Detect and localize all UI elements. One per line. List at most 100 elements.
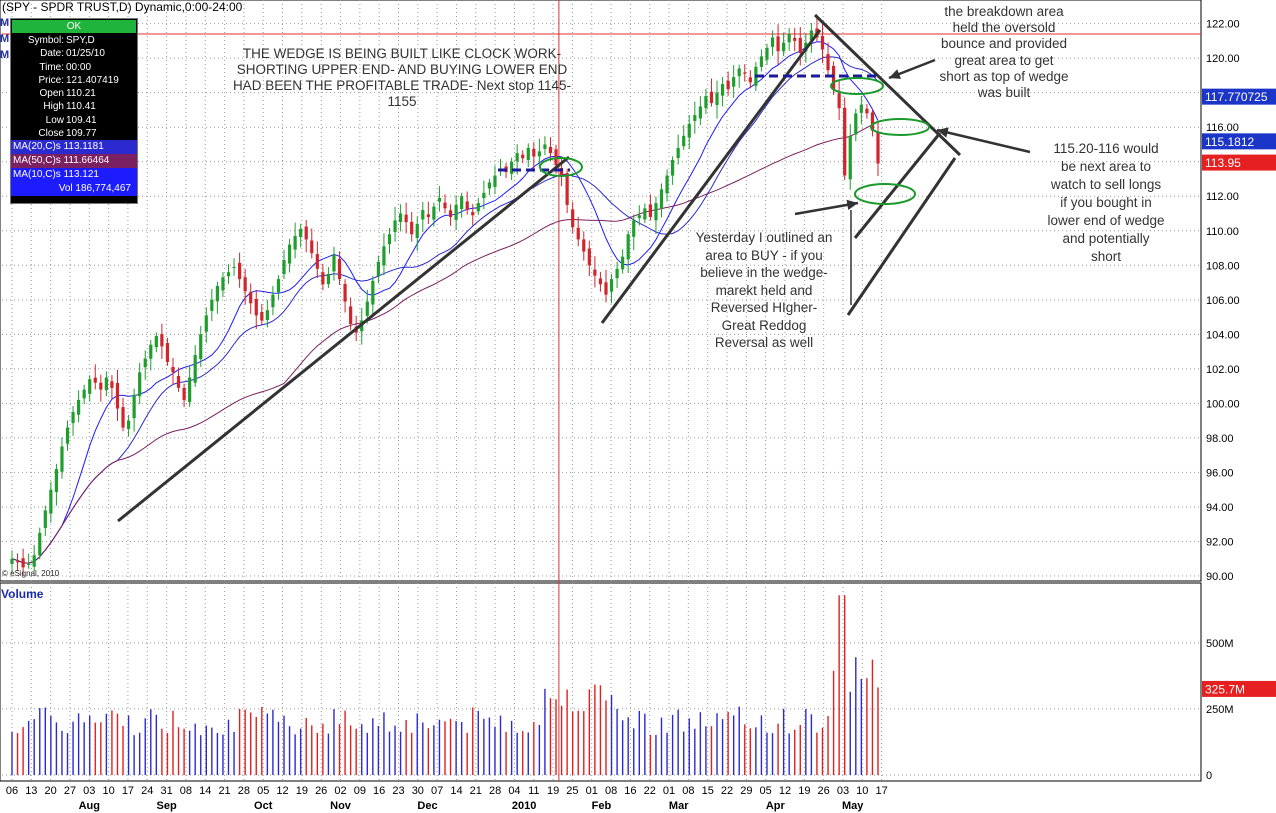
y-tick-label: 106.00	[1206, 295, 1240, 307]
cursor-ma50: MA(50,C)s 111.66464	[11, 154, 137, 169]
candle-body	[421, 210, 425, 220]
x-month-label: Aug	[79, 800, 100, 812]
x-day-label: 19	[296, 785, 308, 797]
candle-body	[60, 446, 64, 472]
candle-body	[543, 144, 547, 149]
price-tag-box	[1202, 88, 1276, 105]
breakdown-note-line: great area to get	[954, 52, 1054, 68]
cursor-row-price: Price: 121.407419	[11, 74, 137, 87]
breakdown-note-line: held the oversold	[952, 20, 1056, 36]
x-month-label: Dec	[417, 800, 437, 812]
ellipse-marker	[830, 77, 884, 95]
x-day-label: 22	[721, 785, 733, 797]
candle-body	[326, 273, 331, 285]
candle-body	[704, 96, 708, 109]
sell-annotation: 115.20-116 would be next area to watch t…	[1026, 140, 1186, 266]
cursor-key: Symbol:	[27, 35, 64, 46]
price-tag-label: 115.1812	[1205, 135, 1254, 149]
candle-body	[437, 197, 442, 202]
x-month-label: Oct	[254, 800, 273, 812]
x-day-label: 12	[779, 785, 791, 797]
candle-body	[515, 153, 519, 162]
x-day-label: 15	[702, 785, 714, 797]
candle-body	[154, 336, 158, 348]
sell-note-line: lower end of wedge	[1047, 213, 1165, 228]
candle-body	[559, 168, 564, 176]
cursor-window[interactable]: OK Symbol: SPY,D Date: 01/25/10 Time: 00:00…	[10, 18, 138, 204]
candle-body	[199, 334, 203, 360]
candle-body	[132, 394, 136, 419]
candle-body	[71, 412, 75, 424]
candle-body	[687, 123, 691, 138]
candle-body	[676, 147, 680, 158]
breakdown-note-line: the breakdown area	[944, 4, 1064, 19]
x-month-label: May	[842, 800, 864, 812]
candle-body	[526, 147, 530, 161]
x-day-label: 14	[199, 785, 211, 797]
candle-body	[171, 366, 175, 373]
x-day-label: 13	[25, 785, 37, 797]
candle-body	[88, 379, 92, 394]
arrow-buy-head	[846, 199, 858, 210]
x-day-label: 05	[760, 785, 772, 797]
candle-body	[121, 407, 125, 428]
candle-body	[343, 283, 347, 302]
candle-body	[876, 131, 880, 164]
breakdown-note-line: bounce and provided	[940, 36, 1068, 52]
candle-body	[587, 248, 591, 266]
candle-body	[404, 214, 408, 223]
sell-note-line: watch to sell longs	[1050, 177, 1162, 192]
candle-body	[659, 189, 664, 209]
candle-body	[521, 154, 525, 159]
candle-body	[698, 106, 702, 119]
x-day-label: 23	[392, 785, 404, 797]
trend-line-lower	[117, 155, 570, 523]
candle-body	[665, 175, 669, 194]
candle-body	[621, 256, 625, 270]
x-day-label: 06	[6, 785, 18, 797]
cursor-ok-button[interactable]: OK	[12, 20, 136, 33]
candle-body	[282, 260, 286, 275]
candle-body	[626, 234, 630, 260]
ma20-line	[11, 56, 879, 564]
x-day-label: 26	[818, 785, 830, 797]
candle-body	[238, 262, 242, 280]
candle-body	[720, 84, 725, 96]
cursor-key: Close	[38, 128, 64, 140]
arrow-sell-head	[937, 127, 949, 138]
candle-body	[210, 299, 214, 311]
candle-body	[793, 37, 797, 41]
candle-body	[848, 135, 852, 180]
candle-body	[10, 558, 14, 564]
candle-body	[482, 192, 486, 199]
volume-tick-label: 500M	[1206, 638, 1234, 650]
candle-body	[582, 239, 586, 252]
cursor-value: 110.41	[66, 101, 96, 113]
x-day-label: 25	[566, 785, 578, 797]
cursor-row-low: Low 109.41	[11, 114, 137, 127]
candle-body	[859, 104, 863, 113]
breakdown-note-line: was built	[977, 85, 1031, 101]
candle-body	[487, 182, 492, 189]
candle-body	[77, 399, 81, 415]
y-tick-label: 94.00	[1206, 502, 1234, 514]
x-day-label: 10	[103, 785, 115, 797]
ellipse-marker	[539, 157, 583, 177]
candle-body	[249, 292, 253, 304]
y-tick-label: 122.00	[1206, 19, 1240, 31]
side-marker-1: M	[0, 17, 10, 29]
x-day-label: 01	[663, 785, 675, 797]
candle-body	[43, 510, 47, 528]
cursor-value: SPY,D	[66, 35, 95, 46]
candle-body	[726, 80, 730, 90]
candle-body	[215, 286, 219, 302]
ellipse-marker	[870, 118, 930, 136]
candle-body	[831, 65, 836, 90]
candle-body	[226, 272, 231, 277]
candle-body	[93, 377, 97, 383]
x-day-label: 01	[586, 785, 598, 797]
candle-body	[732, 77, 736, 87]
candle-body	[765, 47, 769, 60]
candle-body	[632, 220, 636, 237]
candle-body	[110, 381, 114, 388]
